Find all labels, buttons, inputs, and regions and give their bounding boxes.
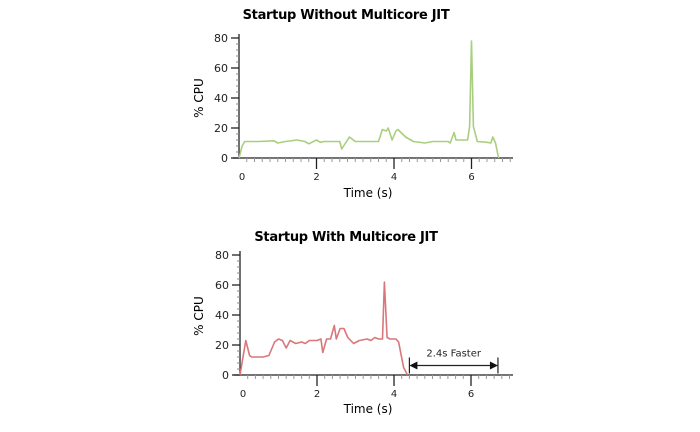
y-tick-label: 0 (222, 369, 229, 382)
x-tick-label: 6 (468, 172, 474, 183)
x-tick-label: 6 (468, 389, 474, 400)
cpu-series-line (239, 281, 409, 376)
chart-1-plot: 0 20 40 60 80 0 2 4 6 (214, 32, 513, 183)
x-tick-label: 4 (391, 389, 397, 400)
x-tick-label: 0 (240, 389, 246, 400)
y-tick-label: 60 (215, 279, 229, 292)
x-tick-label: 2 (314, 389, 320, 400)
faster-annotation: 2.4s Faster (408, 349, 499, 374)
x-tick-label: 0 (239, 172, 245, 183)
x-tick-label: 2 (313, 172, 319, 183)
chart-2-plot: 0 20 40 60 80 0 2 4 6 2.4s Faster (215, 249, 513, 400)
y-tick-label: 80 (215, 249, 229, 262)
x-tick-label: 4 (391, 172, 397, 183)
y-tick-label: 60 (214, 62, 228, 75)
y-tick-label: 0 (221, 152, 228, 165)
y-tick-label: 20 (215, 339, 229, 352)
y-tick-label: 40 (215, 309, 229, 322)
cpu-series-line (238, 40, 500, 159)
chart-2-title: Startup With Multicore JIT (254, 230, 438, 245)
y-tick-label: 20 (214, 122, 228, 135)
annotation-label: 2.4s Faster (426, 349, 482, 360)
y-tick-label: 80 (214, 32, 228, 45)
chart-1-title: Startup Without Multicore JIT (242, 8, 450, 23)
chart-1-x-axis-label: Time (s) (343, 186, 393, 200)
chart-2-x-axis-label: Time (s) (343, 402, 393, 416)
y-tick-label: 40 (214, 92, 228, 105)
